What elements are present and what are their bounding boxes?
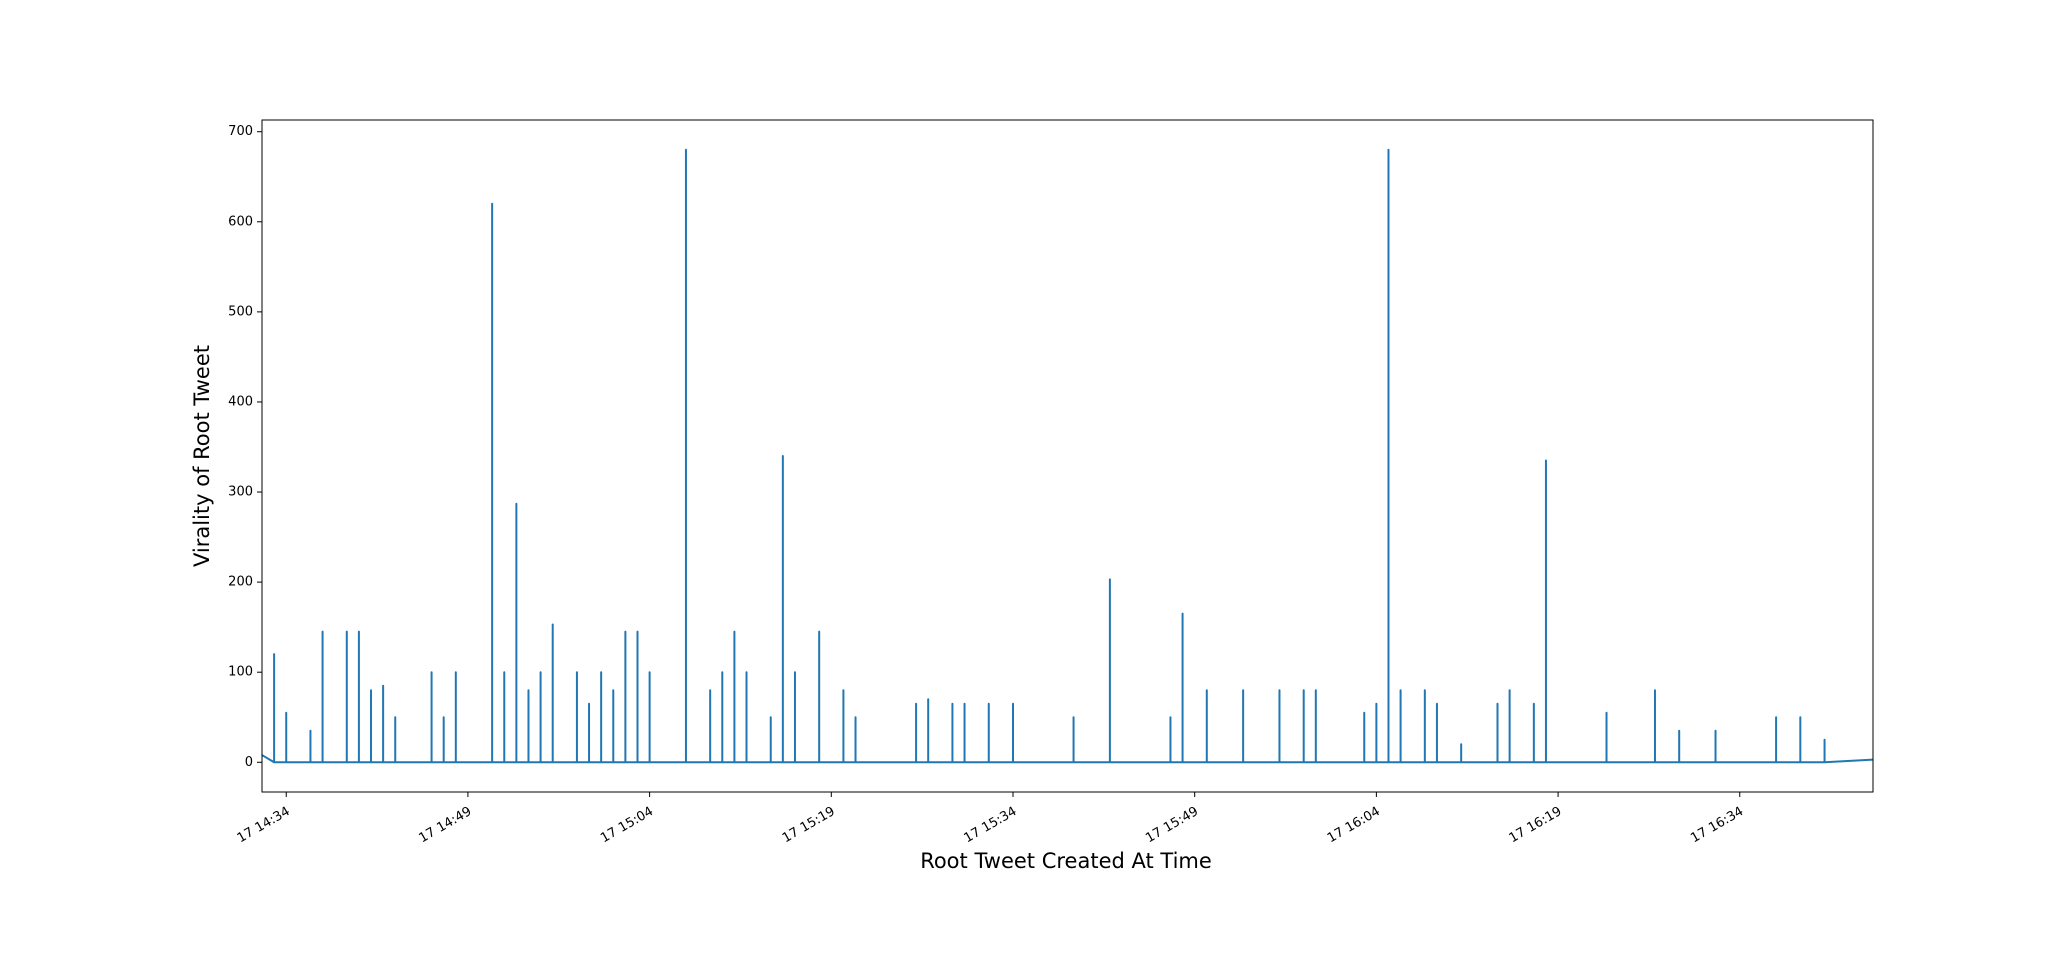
x-tick-label: 17 16:19 [1507, 804, 1565, 846]
x-tick-label: 17 15:04 [598, 804, 656, 846]
y-tick-label: 100 [228, 665, 253, 680]
x-axis-label: Root Tweet Created At Time [920, 849, 1212, 873]
x-tick-label: 17 15:34 [962, 804, 1020, 846]
y-tick-label: 700 [228, 124, 253, 139]
x-tick-label: 17 15:19 [780, 804, 838, 846]
y-tick-label: 200 [228, 575, 253, 590]
y-tick-label: 600 [228, 214, 253, 229]
y-tick-label: 300 [228, 485, 253, 500]
y-tick-label: 500 [228, 304, 253, 319]
y-axis-label: Virality of Root Tweet [190, 345, 214, 567]
plot-frame [261, 119, 1874, 793]
x-tick-label: 17 15:49 [1143, 804, 1201, 846]
data-line [261, 148, 1874, 764]
x-tick-label: 17 14:34 [235, 804, 293, 846]
x-tick-label: 17 16:04 [1325, 804, 1383, 846]
y-tick-label: 400 [228, 394, 253, 409]
x-tick-label: 17 16:34 [1688, 804, 1746, 846]
x-tick-label: 17 14:49 [416, 804, 474, 846]
y-tick-label: 0 [245, 755, 253, 770]
